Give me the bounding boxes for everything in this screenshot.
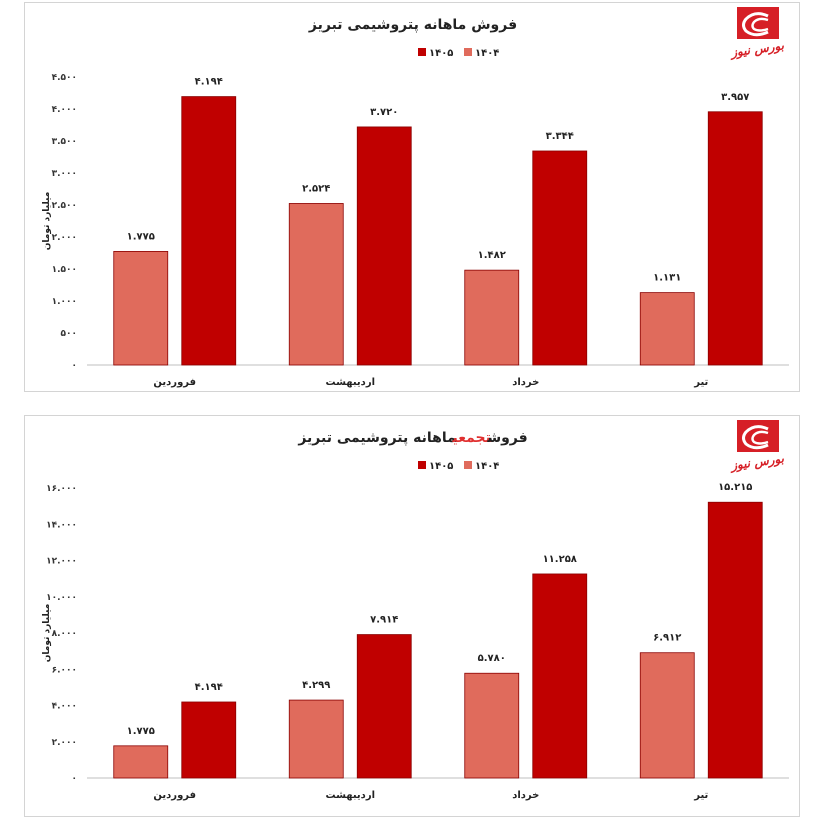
bar-1405 (181, 96, 237, 366)
y-tick-label: ۶.۰۰۰ (52, 665, 77, 675)
chart-title-part: فروش (486, 430, 527, 446)
chart-title-part: ماهانه پتروشیمی تبریز (297, 430, 457, 446)
y-tick-label: ۱۰.۰۰۰ (46, 593, 77, 603)
logo-text: بورس نیوز (728, 451, 785, 474)
legend-swatch-0 (464, 48, 472, 56)
bar-1405 (356, 126, 412, 366)
y-tick-label: ۱.۰۰۰ (52, 297, 77, 307)
bar-1405 (707, 501, 763, 779)
y-tick-label: ۲.۰۰۰ (52, 738, 77, 748)
data-label: ۳.۹۵۷ (721, 92, 749, 103)
legend-label-1: ۱۴۰۵ (429, 48, 453, 59)
bar-1404 (113, 745, 169, 779)
y-tick-label: ۵۰۰ (61, 329, 77, 339)
x-category-label: فروردین (153, 790, 196, 801)
bourse-news-logo-icon: بورس نیوز (728, 420, 786, 474)
bar-1404 (464, 672, 520, 779)
data-label: ۱.۷۷۵ (127, 726, 155, 737)
data-label: ۱۱.۲۵۸ (543, 554, 577, 565)
data-label: ۳.۳۴۴ (546, 131, 574, 142)
bar-1404 (639, 292, 695, 366)
y-tick-label: ۱.۵۰۰ (52, 265, 77, 275)
bar-1405 (356, 634, 412, 779)
bar-1404 (639, 652, 695, 779)
x-category-label: خرداد (512, 790, 539, 801)
y-tick-label: ۴.۰۰۰ (52, 702, 77, 712)
x-category-label: اردیبهشت (325, 790, 375, 801)
legend-label-0: ۱۴۰۴ (475, 461, 499, 472)
y-tick-label: ۰ (72, 774, 78, 784)
data-label: ۱.۱۳۱ (653, 273, 681, 284)
y-tick-label: ۱۴.۰۰۰ (46, 520, 77, 530)
y-tick-label: ۱۶.۰۰۰ (46, 484, 77, 494)
y-tick-label: ۴.۵۰۰ (52, 73, 77, 83)
logo-swoosh-inner (751, 17, 769, 32)
chart-title-part: تجمعی (452, 430, 492, 446)
chart-panel-monthly: فروش ماهانه پتروشیمی تبریز ۱۴۰۴ ۱۴۰۵ میلیار… (24, 2, 800, 392)
legend-swatch-1 (418, 461, 426, 469)
logo-swoosh-inner (751, 430, 769, 445)
y-tick-label: ۲.۰۰۰ (52, 233, 77, 243)
data-label: ۶.۹۱۲ (653, 633, 681, 644)
bar-1405 (532, 573, 588, 779)
chart-panel-cumulative: فروشتجمعیماهانه پتروشیمی تبریز ۱۴۰۴ ۱۴۰۵ می… (24, 415, 800, 817)
x-category-label: اردیبهشت (325, 377, 375, 388)
bar-1405 (532, 150, 588, 366)
monthly-sales-chart: فروش ماهانه پتروشیمی تبریز ۱۴۰۴ ۱۴۰۵ میلیار… (42, 7, 789, 388)
x-category-label: تیر (693, 377, 708, 388)
cumulative-sales-chart: فروشتجمعیماهانه پتروشیمی تبریز ۱۴۰۴ ۱۴۰۵ می… (42, 420, 789, 801)
data-label: ۴.۱۹۴ (195, 77, 223, 88)
data-label: ۱.۷۷۵ (127, 231, 155, 242)
legend-label-0: ۱۴۰۴ (475, 48, 499, 59)
y-tick-label: ۸.۰۰۰ (52, 629, 77, 639)
bar-1404 (113, 250, 169, 366)
bourse-news-logo-icon: بورس نیوز (728, 7, 786, 61)
x-category-label: خرداد (512, 377, 539, 388)
legend-swatch-1 (418, 48, 426, 56)
chart-title: فروش ماهانه پتروشیمی تبریز (308, 17, 517, 33)
logo-swoosh (742, 425, 769, 450)
y-tick-label: ۱۲.۰۰۰ (46, 557, 77, 567)
x-category-label: فروردین (153, 377, 196, 388)
legend-swatch-0 (464, 461, 472, 469)
data-label: ۷.۹۱۴ (370, 615, 398, 626)
data-label: ۱.۴۸۲ (478, 250, 506, 261)
y-tick-label: ۲.۵۰۰ (52, 201, 77, 211)
data-label: ۱۵.۲۱۵ (718, 482, 752, 493)
bar-1405 (181, 701, 237, 779)
chart-legend: ۱۴۰۴ ۱۴۰۵ (418, 461, 499, 472)
data-label: ۴.۱۹۴ (195, 682, 223, 693)
bar-1404 (464, 269, 520, 366)
chart-legend: ۱۴۰۴ ۱۴۰۵ (418, 48, 499, 59)
y-tick-label: ۰ (72, 361, 78, 371)
y-tick-label: ۳.۰۰۰ (52, 169, 77, 179)
y-axis-label: میلیارد تومان (42, 192, 52, 251)
logo-text: بورس نیوز (728, 38, 785, 61)
logo-swoosh (742, 12, 769, 37)
bar-1405 (707, 111, 763, 366)
y-axis-label: میلیارد تومان (42, 604, 52, 663)
data-label: ۴.۲۹۹ (302, 680, 330, 691)
data-label: ۵.۷۸۰ (478, 653, 506, 664)
data-label: ۲.۵۲۴ (302, 183, 330, 194)
y-tick-label: ۳.۵۰۰ (52, 137, 77, 147)
bar-1404 (288, 203, 344, 366)
x-category-label: تیر (693, 790, 708, 801)
data-label: ۳.۷۲۰ (370, 107, 398, 118)
y-tick-label: ۴.۰۰۰ (52, 105, 77, 115)
bar-1404 (288, 699, 344, 779)
legend-label-1: ۱۴۰۵ (429, 461, 453, 472)
chart-title: فروشتجمعیماهانه پتروشیمی تبریز (297, 430, 527, 446)
